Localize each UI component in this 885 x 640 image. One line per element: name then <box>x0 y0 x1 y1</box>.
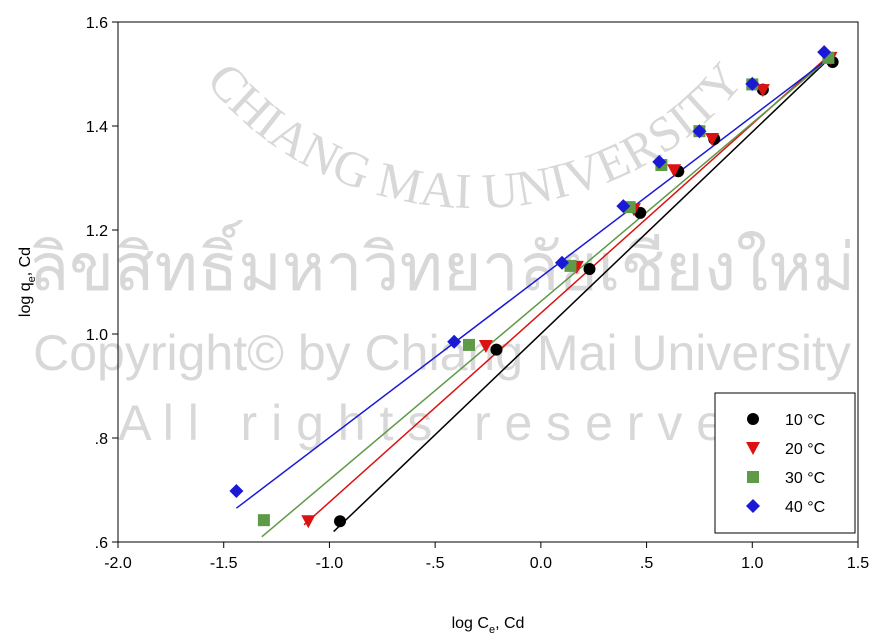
xlabel-label-rest: , Cd <box>495 615 524 632</box>
data-point <box>301 515 316 529</box>
y-tick-label: 1.6 <box>86 15 108 32</box>
legend-marker <box>746 442 760 455</box>
data-point <box>755 84 770 98</box>
ylabel-label-rest: , Cd <box>17 247 34 276</box>
x-tick-label: 1.5 <box>847 555 869 572</box>
legend-marker <box>747 471 759 483</box>
watermark-arc-text: CHIANG MAI UNIVERSITY <box>197 52 754 220</box>
ylabel-label: log qe, Cd <box>17 247 38 317</box>
plot-frame <box>117 21 859 543</box>
legend-box <box>714 392 856 534</box>
y-tick-label: 1.2 <box>86 223 108 240</box>
legend-item: 20 °C <box>746 441 825 458</box>
data-point <box>334 515 346 528</box>
data-point <box>583 263 596 275</box>
data-point <box>616 199 631 214</box>
ylabel-label-sub: e <box>26 276 38 282</box>
data-point <box>817 45 832 60</box>
data-point <box>447 334 462 349</box>
legend-item: 10 °C <box>747 412 825 429</box>
watermark-rights: A l l r i g h t s r e s e r v e d <box>118 395 765 451</box>
x-tick-label: -.5 <box>426 555 445 572</box>
xlabel-label-sub: e <box>489 624 495 636</box>
xlabel-label-main: log C <box>452 615 489 632</box>
legend-label: 10 °C <box>785 412 825 429</box>
xlabel-label: log Ce, Cd <box>452 615 525 636</box>
legend-marker <box>747 413 759 425</box>
y-tick-label: .8 <box>95 431 108 448</box>
x-tick-label: 0.0 <box>530 555 552 572</box>
legend-item: 40 °C <box>746 499 825 516</box>
data-point <box>745 76 760 91</box>
data-point <box>490 343 503 356</box>
fit-line <box>235 54 834 509</box>
x-tick-label: .5 <box>640 555 653 572</box>
ylabel-label-main: log q <box>17 282 34 317</box>
watermark-arc: CHIANG MAI UNIVERSITY <box>197 52 754 220</box>
data-point <box>705 133 720 146</box>
legend: 10 °C 20 °C 30 °C 40 °C <box>714 392 856 534</box>
data-point <box>478 339 493 353</box>
fit-line <box>261 54 834 538</box>
data-point <box>692 124 707 139</box>
legend-label: 20 °C <box>785 441 825 458</box>
fit-line <box>303 51 834 526</box>
y-tick-label: 1.0 <box>86 327 108 344</box>
x-tick-label: -2.0 <box>104 555 132 572</box>
watermark-copyright: Copyright© by Chiang Mai University <box>33 325 851 381</box>
fit-line <box>333 54 834 533</box>
data-point <box>667 164 682 178</box>
legend-marker <box>746 499 760 513</box>
legend-label: 40 °C <box>785 499 825 516</box>
data-point <box>257 514 270 527</box>
legend-item: 30 °C <box>747 470 825 487</box>
watermark-thai: ลิขสิทธิ์มหาวิทยาลัยเชียงใหม่ <box>29 220 856 304</box>
y-tick-label: 1.4 <box>86 119 108 136</box>
legend-label: 30 °C <box>785 470 825 487</box>
data-point <box>462 338 475 351</box>
x-tick-label: -1.5 <box>210 555 238 572</box>
watermark: CHIANG MAI UNIVERSITY ลิขสิทธิ์มหาวิทยาล… <box>29 52 856 451</box>
data-point <box>652 154 667 169</box>
x-tick-label: 1.0 <box>741 555 763 572</box>
data-point <box>555 255 569 270</box>
y-tick-label: .6 <box>95 535 108 552</box>
data-point <box>229 484 244 499</box>
x-tick-label: -1.0 <box>316 555 344 572</box>
